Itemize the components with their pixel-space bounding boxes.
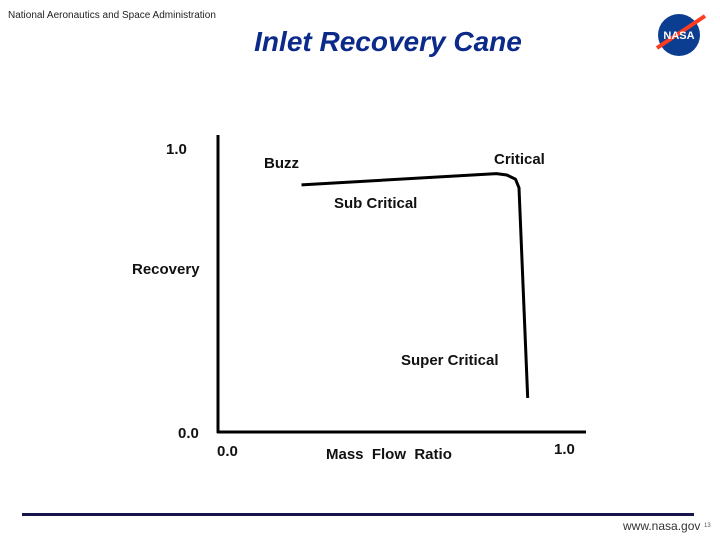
y-tick-0: 0.0 <box>178 425 199 442</box>
nasa-logo: NASA <box>655 14 707 56</box>
footer-rule <box>22 513 694 516</box>
annotation-buzz: Buzz <box>264 155 299 172</box>
recovery-curve <box>301 172 530 398</box>
page-title: Inlet Recovery Cane <box>254 26 522 57</box>
x-axis-label: Mass Flow Ratio <box>326 446 452 463</box>
agency-name: National Aeronautics and Space Administr… <box>8 10 216 21</box>
footer-url[interactable]: www.nasa.gov <box>623 519 701 533</box>
y-axis-label: Recovery <box>132 261 200 278</box>
annotation-critical: Critical <box>494 151 545 168</box>
annotation-super-critical: Super Critical <box>401 352 499 369</box>
annotation-sub-critical: Sub Critical <box>334 195 418 212</box>
x-tick-1: 1.0 <box>554 441 575 458</box>
x-tick-0: 0.0 <box>217 443 238 460</box>
svg-text:NASA: NASA <box>663 30 694 42</box>
y-tick-1: 1.0 <box>166 141 187 158</box>
page-number: 13 <box>704 523 711 529</box>
